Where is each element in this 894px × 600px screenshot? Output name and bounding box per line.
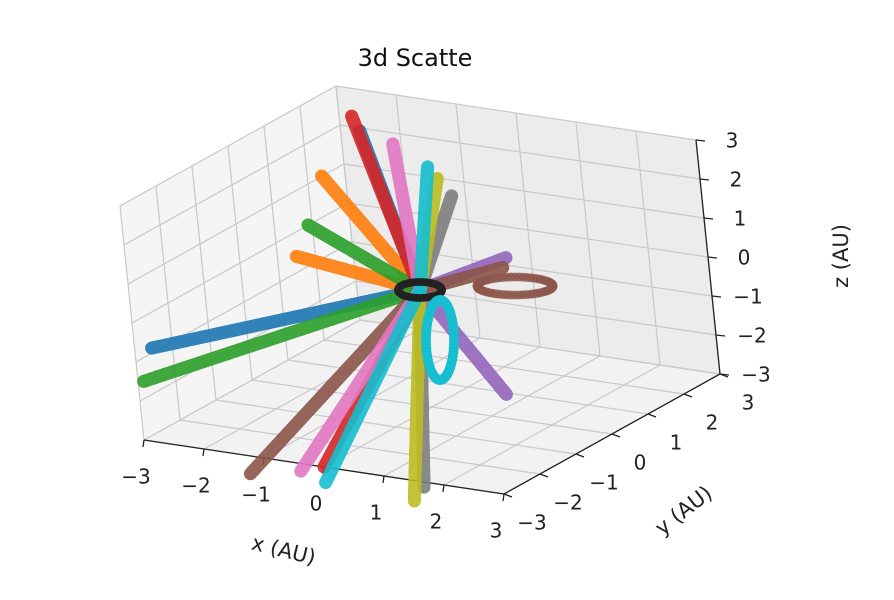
y-tick-label: 3 [742, 391, 755, 415]
z-tick-label: −3 [741, 363, 770, 387]
z-tick-label: −1 [733, 285, 762, 309]
x-tick-mark [442, 484, 445, 493]
series-point [499, 387, 513, 401]
z-tick-label: 0 [738, 246, 751, 270]
origin-tangle [394, 272, 558, 385]
y-tick-label: −3 [517, 511, 546, 535]
z-tick-mark [699, 178, 710, 181]
back-grid-z [335, 85, 697, 141]
y-tick-mark [683, 393, 693, 398]
x-tick-mark [142, 439, 145, 448]
x-axis-label: x (AU) [249, 531, 318, 570]
series-4 [301, 218, 427, 297]
y-tick-mark [575, 453, 585, 458]
y-tick-mark [611, 433, 621, 438]
z-tick-mark [695, 139, 706, 142]
x-tick-label: 1 [370, 501, 383, 525]
z-tick-label: 2 [730, 168, 743, 192]
y-tick-mark [647, 413, 657, 418]
y-tick-label: 0 [634, 451, 647, 475]
side-grid-z [119, 85, 337, 207]
series-point [319, 476, 333, 490]
y-axis-label: y (AU) [651, 481, 717, 540]
y-tick-label: −1 [589, 471, 618, 495]
z-tick-mark [715, 334, 726, 337]
x-tick-mark [382, 475, 385, 484]
cyan-loop-point [448, 330, 459, 341]
z-axis-label: z (AU) [829, 224, 853, 288]
z-tick-label: −2 [737, 324, 766, 348]
series-point [145, 341, 159, 355]
series-5 [137, 283, 427, 388]
series-layer [137, 109, 558, 508]
y-tick-label: 1 [670, 431, 683, 455]
y-tick-mark [503, 493, 513, 498]
x-tick-label: −1 [241, 483, 270, 507]
z-tick-label: 3 [726, 129, 739, 153]
brown-loop-point [548, 280, 558, 290]
chart-title: 3d Scatte [358, 44, 473, 72]
y-tick-mark [539, 473, 549, 478]
z-tick-mark [707, 256, 718, 259]
x-tick-mark [502, 493, 505, 502]
series-point [294, 464, 308, 478]
x-tick-label: 3 [490, 519, 503, 543]
back-grid-z [339, 124, 701, 180]
series-point [137, 374, 151, 388]
x-tick-label: 0 [310, 492, 323, 516]
origin-tangle-point [437, 284, 446, 293]
x-tick-label: −3 [121, 465, 150, 489]
x-tick-label: −2 [181, 474, 210, 498]
series-point [289, 249, 303, 263]
z-tick-label: 1 [734, 207, 747, 231]
x-tick-label: 2 [430, 510, 443, 534]
x-tick-mark [202, 448, 205, 457]
z-tick-mark [711, 295, 722, 298]
y-tick-label: −2 [553, 491, 582, 515]
z-tick-mark [703, 217, 714, 220]
series-point [407, 494, 421, 508]
y-tick-label: 2 [706, 411, 719, 435]
series-point [243, 467, 257, 481]
z-tick-mark [719, 373, 730, 376]
side-grid-z [123, 124, 341, 246]
